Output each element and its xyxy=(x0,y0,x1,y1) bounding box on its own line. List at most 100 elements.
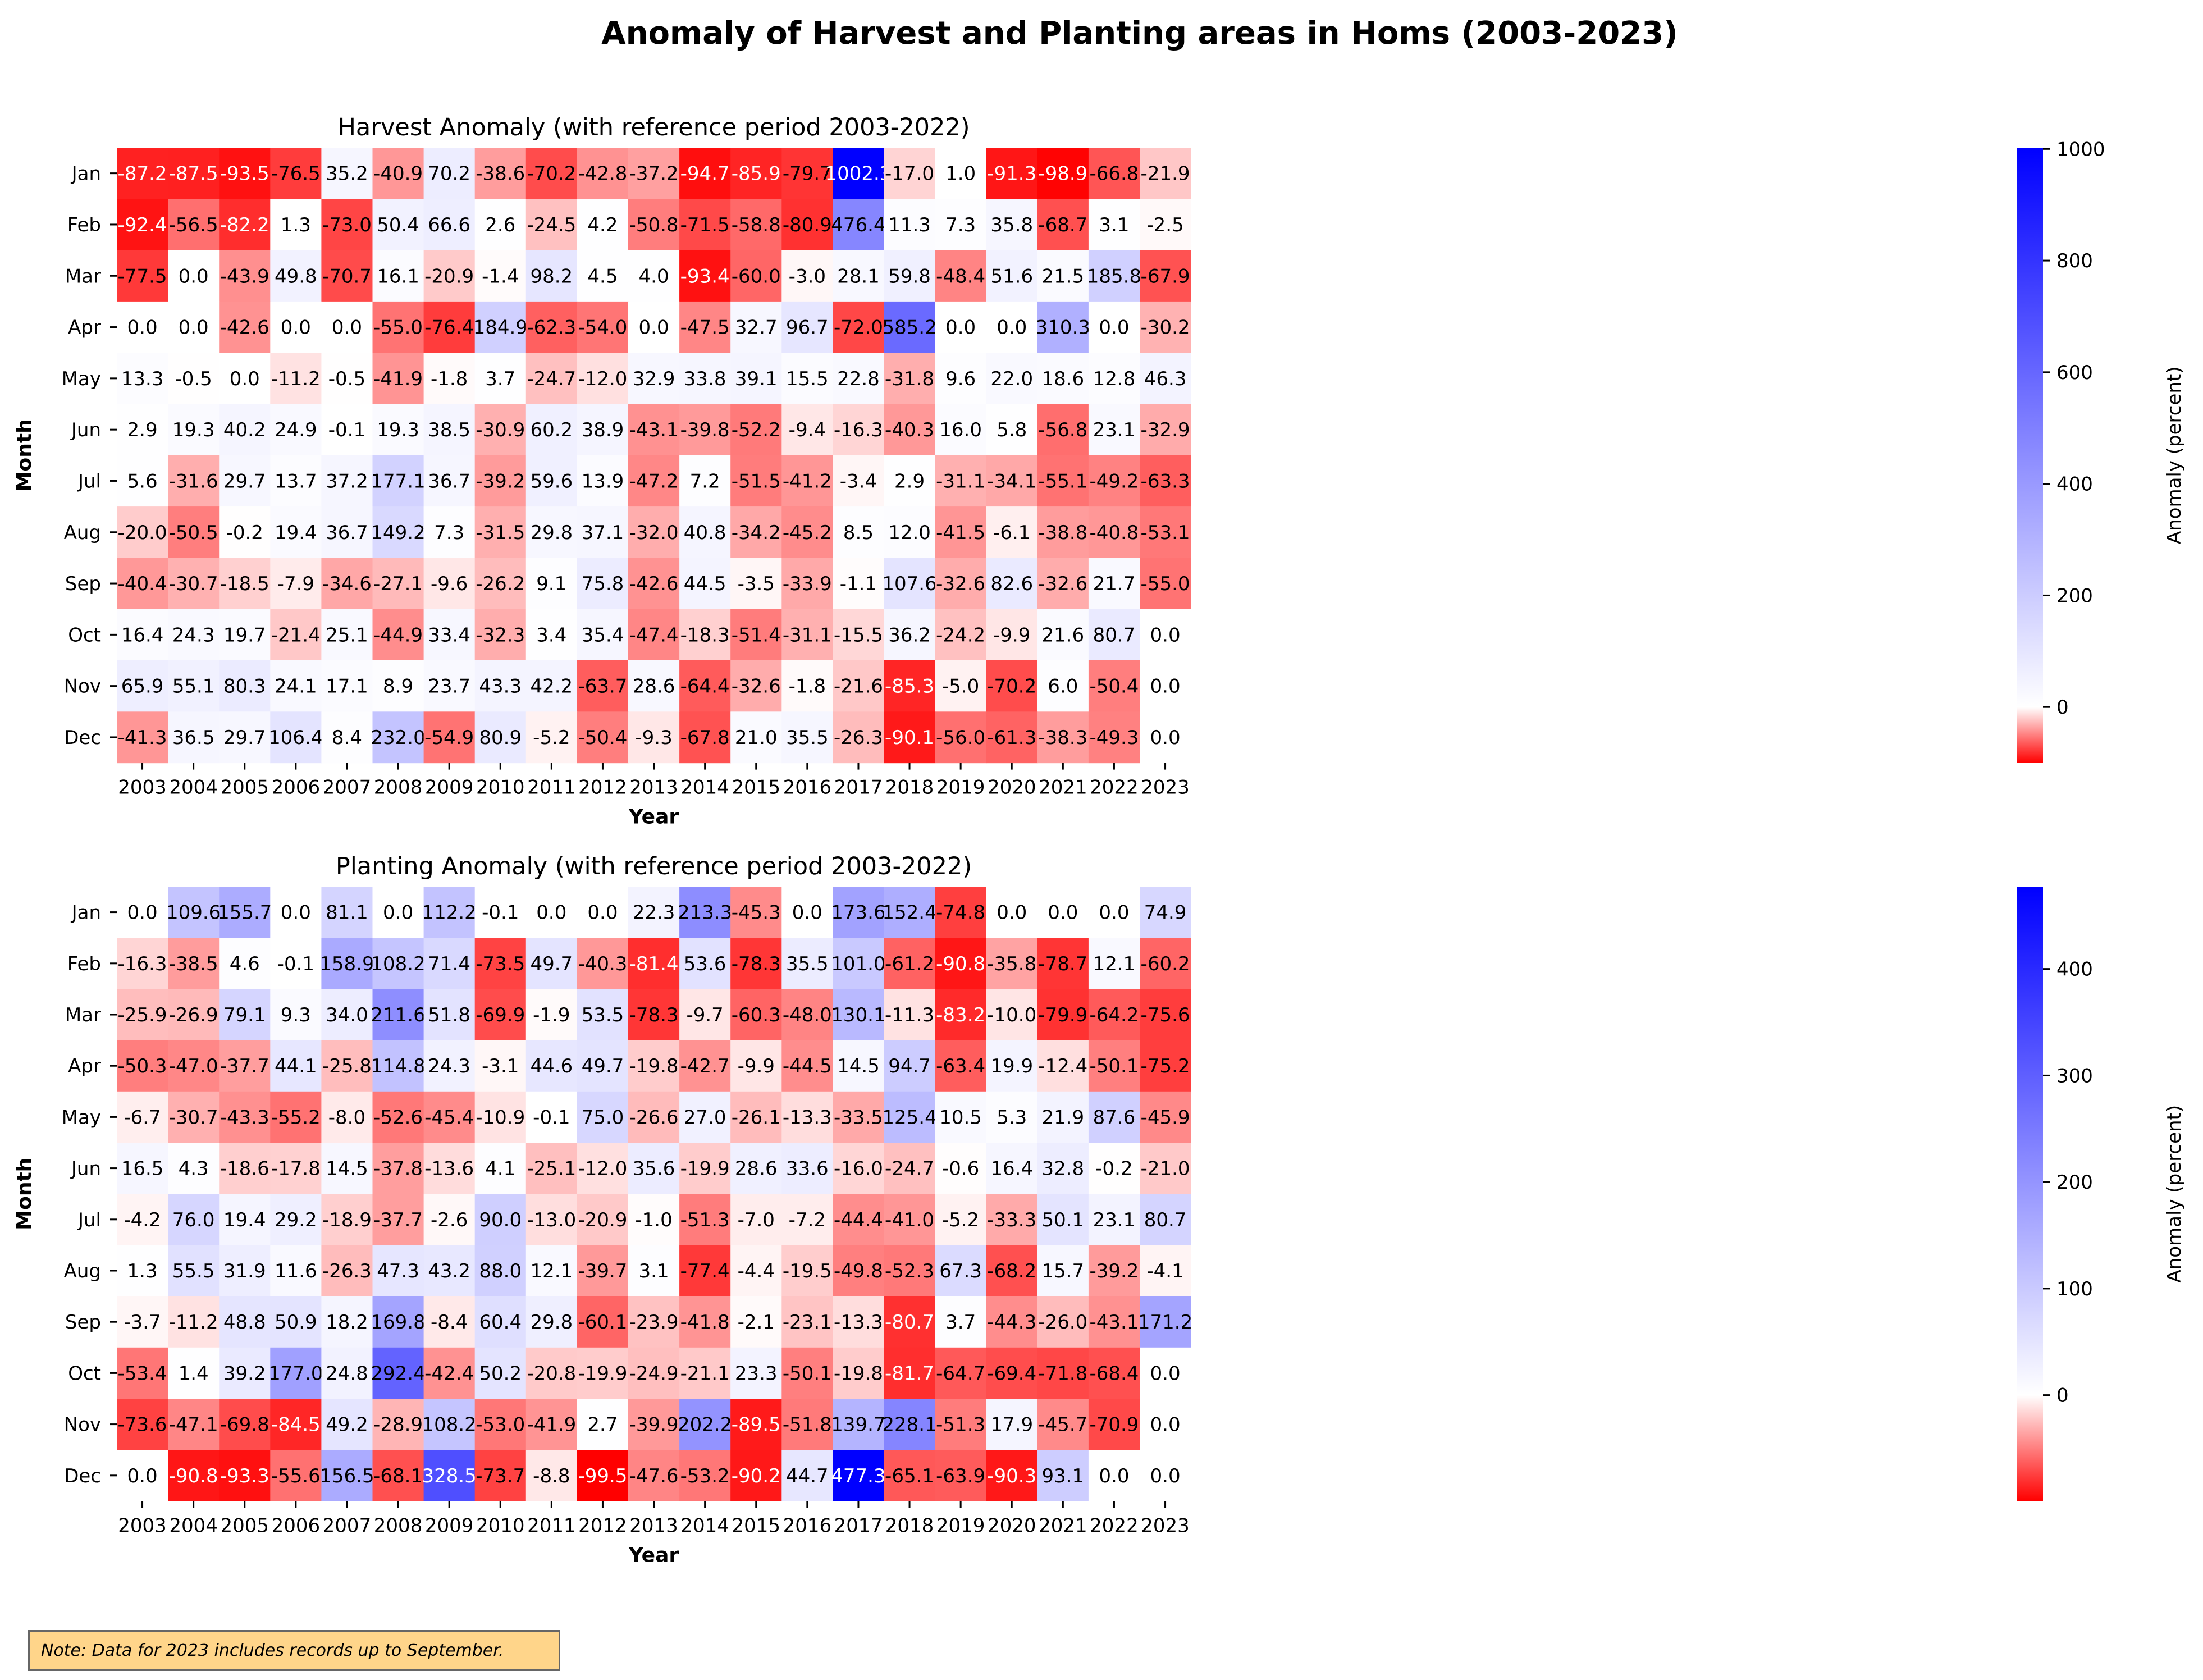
cell-value-label: 80.7 xyxy=(1144,1209,1187,1231)
heatmap-cell xyxy=(781,148,833,199)
cell-value-label: -43.9 xyxy=(220,265,269,287)
cell-value-label: 36.7 xyxy=(326,522,368,544)
heatmap-cell xyxy=(884,1450,936,1501)
heatmap-cell xyxy=(730,1040,782,1092)
cell-value-label: -51.8 xyxy=(783,1414,832,1436)
cell-value-label: -47.2 xyxy=(629,470,679,492)
cell-value-label: -54.9 xyxy=(424,727,474,749)
cell-value-label: -76.4 xyxy=(424,317,474,339)
heatmap-cell xyxy=(525,1296,578,1348)
heatmap-cell xyxy=(986,1296,1038,1348)
heatmap-cell xyxy=(219,1450,271,1501)
cell-value-label: -25.1 xyxy=(527,1158,576,1180)
heatmap-cell xyxy=(372,558,424,610)
cell-value-label: -78.3 xyxy=(732,953,781,975)
heatmap-cell xyxy=(628,301,680,353)
heatmap-cell xyxy=(1088,989,1140,1041)
note-box: Note: Data for 2023 includes records up … xyxy=(28,1630,560,1671)
heatmap-cell xyxy=(679,250,731,302)
heatmap-cell xyxy=(321,711,373,764)
heatmap-cell xyxy=(730,250,782,302)
heatmap-cell xyxy=(935,199,987,251)
cell-value-label: 0.0 xyxy=(1099,1465,1129,1487)
heatmap-cell xyxy=(219,1143,271,1194)
heatmap-cell xyxy=(1088,199,1140,251)
heatmap-cell xyxy=(833,1194,885,1245)
x-tick-label: 2014 xyxy=(680,777,729,799)
heatmap-cell xyxy=(781,353,833,405)
cell-value-label: -50.1 xyxy=(783,1362,832,1385)
heatmap-cell xyxy=(270,1040,322,1092)
cell-value-label: -93.5 xyxy=(220,163,269,185)
cell-value-label: 14.5 xyxy=(837,1055,880,1078)
heatmap-cell xyxy=(781,1245,833,1297)
cell-value-label: -31.5 xyxy=(476,522,525,544)
heatmap-cell xyxy=(935,1347,987,1399)
heatmap-cell xyxy=(270,250,322,302)
heatmap-cell xyxy=(270,1450,322,1501)
heatmap-cell xyxy=(577,1296,629,1348)
cell-value-label: 0.0 xyxy=(281,902,311,924)
heatmap-cell xyxy=(679,353,731,405)
cell-value-label: -85.9 xyxy=(732,163,781,185)
heatmap-cell xyxy=(1037,887,1089,938)
cell-value-label: 12.1 xyxy=(530,1260,573,1282)
heatmap-cell xyxy=(884,1347,936,1399)
heatmap-cell xyxy=(577,1194,629,1245)
cell-value-label: 0.0 xyxy=(792,902,822,924)
heatmap-cell xyxy=(168,455,220,507)
heatmap-cell xyxy=(1088,506,1140,558)
heatmap-cell xyxy=(525,148,578,199)
heatmap-cell xyxy=(679,609,731,661)
heatmap-cell xyxy=(986,250,1038,302)
cell-value-label: 1.3 xyxy=(281,214,311,236)
cell-value-label: -83.2 xyxy=(936,1004,985,1026)
y-tick-label: Jan xyxy=(71,902,101,924)
cell-value-label: 4.6 xyxy=(230,953,260,975)
heatmap-cell xyxy=(1140,558,1191,610)
cell-value-label: -45.4 xyxy=(424,1106,474,1129)
heatmap-cell xyxy=(270,1143,322,1194)
cell-value-label: 22.8 xyxy=(837,368,880,390)
heatmap-cell xyxy=(986,558,1038,610)
colorbar-tick-label: 200 xyxy=(2056,585,2093,607)
cell-value-label: 0.0 xyxy=(1150,727,1181,749)
heatmap-cell xyxy=(628,1347,680,1399)
cell-value-label: 7.3 xyxy=(434,522,464,544)
cell-value-label: -39.9 xyxy=(629,1414,679,1436)
cell-value-label: -3.0 xyxy=(789,265,826,287)
heatmap-cell xyxy=(730,660,782,712)
heatmap-cell xyxy=(474,1194,527,1245)
cell-value-label: 87.6 xyxy=(1093,1106,1136,1129)
heatmap-cell xyxy=(730,609,782,661)
cell-value-label: 24.3 xyxy=(172,624,215,646)
heatmap-cell xyxy=(372,1296,424,1348)
heatmap-cell xyxy=(730,199,782,251)
heatmap-cell xyxy=(270,1399,322,1450)
heatmap-cell xyxy=(730,711,782,764)
heatmap-cell xyxy=(884,938,936,989)
heatmap-cell xyxy=(168,1091,220,1143)
heatmap-cell xyxy=(168,148,220,199)
heatmap-cell xyxy=(525,887,578,938)
heatmap-cell xyxy=(423,404,476,456)
cell-value-label: -51.3 xyxy=(680,1209,730,1231)
cell-value-label: 19.4 xyxy=(275,522,317,544)
cell-value-label: 24.9 xyxy=(275,419,317,441)
colorbar-tick-label: 1000 xyxy=(2056,138,2105,161)
cell-value-label: -37.7 xyxy=(220,1055,269,1078)
cell-value-label: -23.1 xyxy=(783,1311,832,1334)
cell-value-label: 82.6 xyxy=(990,573,1033,595)
cell-value-label: -41.9 xyxy=(527,1414,576,1436)
cell-value-label: 49.8 xyxy=(275,265,317,287)
cell-value-label: -55.0 xyxy=(373,317,423,339)
heatmap-cell xyxy=(679,989,731,1041)
cell-value-label: 171.2 xyxy=(1138,1311,1192,1334)
heatmap-cell xyxy=(270,1245,322,1297)
heatmap-cell xyxy=(423,506,476,558)
heatmap-cell xyxy=(219,711,271,764)
cell-value-label: -0.1 xyxy=(328,419,365,441)
cell-value-label: -0.2 xyxy=(226,522,263,544)
heatmap-cell xyxy=(1037,404,1089,456)
x-tick-label: 2011 xyxy=(527,1514,576,1537)
